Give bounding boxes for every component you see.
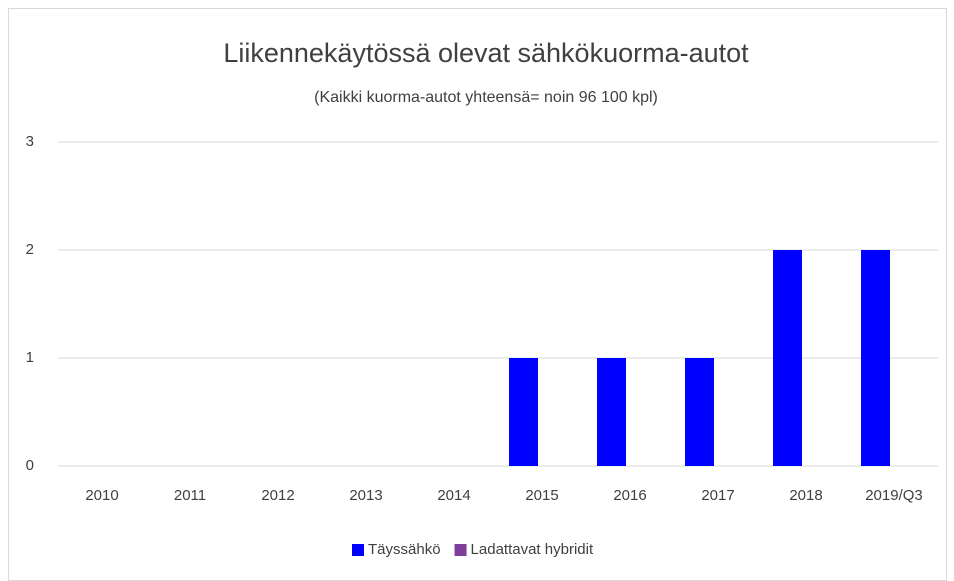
x-tick-label: 2015 — [525, 487, 558, 504]
y-tick-label: 3 — [26, 133, 34, 150]
x-tick-label: 2014 — [437, 487, 470, 504]
bar — [773, 250, 802, 466]
legend-swatch — [352, 544, 364, 556]
chart-title: Liikennekäytössä olevat sähkökuorma-auto… — [223, 38, 749, 68]
bar — [597, 358, 626, 466]
x-tick-label: 2011 — [174, 487, 206, 504]
bar — [861, 250, 890, 466]
chart-subtitle: (Kaikki kuorma-autot yhteensä= noin 96 1… — [314, 89, 658, 106]
bar — [509, 358, 538, 466]
x-tick-label: 2010 — [85, 487, 118, 504]
legend-swatch — [454, 544, 467, 556]
x-tick-label: 2018 — [789, 487, 822, 504]
x-tick-label: 2012 — [261, 487, 294, 504]
bar — [685, 358, 714, 466]
legend-label: Ladattavat hybridit — [471, 541, 594, 558]
y-tick-label: 1 — [26, 349, 34, 366]
x-tick-label: 2013 — [349, 487, 382, 504]
y-tick-label: 2 — [26, 241, 34, 258]
x-tick-label: 2019/Q3 — [865, 487, 923, 504]
legend-label: Täyssähkö — [368, 541, 441, 558]
y-tick-label: 0 — [26, 457, 34, 474]
x-tick-label: 2016 — [613, 487, 646, 504]
x-tick-label: 2017 — [701, 487, 734, 504]
